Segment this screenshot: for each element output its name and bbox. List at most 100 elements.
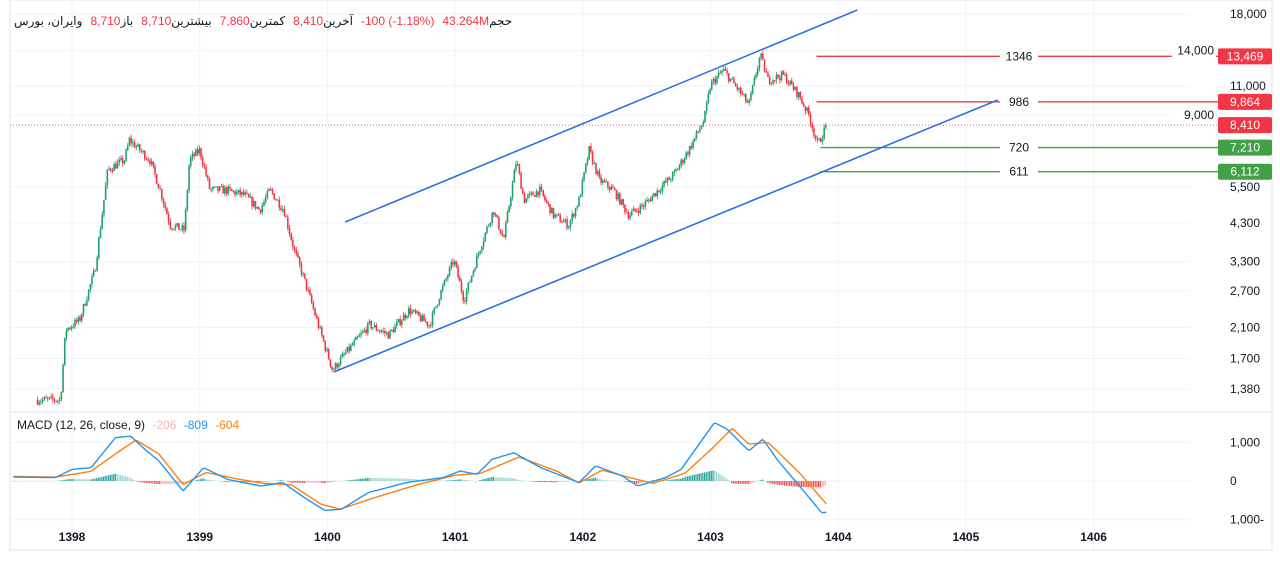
candle-body bbox=[92, 270, 95, 277]
macd-histogram-bar bbox=[540, 481, 542, 483]
price-axis[interactable]: 18,000 14,000 11,000 9,000 5,500 4,300 3,300 2,… bbox=[1172, 7, 1272, 527]
macd-histogram-bar bbox=[773, 481, 775, 485]
macd-histogram-bar bbox=[80, 479, 82, 481]
candle-body bbox=[658, 190, 660, 192]
candle-body bbox=[387, 332, 390, 339]
candle bbox=[147, 156, 149, 163]
candle bbox=[375, 322, 378, 332]
macd-histogram-bar bbox=[635, 481, 638, 484]
candle-body bbox=[249, 196, 252, 198]
candle bbox=[268, 188, 270, 192]
candle-body bbox=[636, 210, 638, 212]
trendlines[interactable] bbox=[333, 9, 999, 373]
candle-body bbox=[317, 318, 320, 328]
candle-body bbox=[372, 327, 374, 329]
candle bbox=[586, 156, 589, 166]
candle-body bbox=[215, 186, 218, 188]
candle-body bbox=[603, 180, 606, 182]
candle-body bbox=[184, 209, 187, 231]
macd-histogram-bar bbox=[392, 478, 394, 481]
candle-body bbox=[121, 158, 124, 164]
candle bbox=[462, 289, 464, 305]
candle-body bbox=[569, 220, 572, 228]
channel-trendline[interactable] bbox=[344, 9, 858, 223]
candle-body bbox=[55, 401, 58, 403]
time-axis[interactable]: 1398 1399 1400 1401 1402 1403 1404 1405 1406 bbox=[59, 530, 1108, 544]
candle bbox=[527, 193, 529, 202]
chart-frame bbox=[9, 0, 1273, 551]
y-tick-label: 1,380 bbox=[1230, 382, 1260, 396]
candle-body bbox=[210, 188, 212, 190]
macd-histogram-bar bbox=[627, 481, 629, 483]
macd-histogram-bar bbox=[695, 474, 697, 481]
level-label-bg bbox=[1000, 163, 1038, 180]
macd-histogram-bar bbox=[354, 479, 357, 481]
macd-histogram-bar bbox=[329, 481, 331, 483]
stat-label: بیشترین bbox=[171, 14, 212, 28]
candle bbox=[542, 189, 545, 198]
macd-legend[interactable]: MACD (12, 26, close, 9) -206 -809 -604 bbox=[17, 418, 243, 432]
candle bbox=[496, 214, 499, 219]
candle-body bbox=[552, 207, 555, 218]
candle bbox=[162, 197, 165, 208]
candle bbox=[467, 282, 470, 294]
candle-body bbox=[813, 128, 815, 136]
candle bbox=[343, 351, 345, 358]
candle-body bbox=[447, 275, 449, 279]
candle bbox=[363, 327, 366, 334]
candle-body bbox=[229, 186, 231, 189]
macd-histogram-bar bbox=[487, 477, 489, 481]
candle-body bbox=[74, 320, 76, 327]
candle-body bbox=[561, 222, 563, 224]
macd-histogram-bar bbox=[463, 479, 466, 481]
macd-histogram-bar bbox=[402, 478, 404, 481]
candle-body bbox=[402, 314, 405, 321]
candle-body bbox=[111, 170, 114, 172]
macd-histogram-bar bbox=[492, 476, 495, 481]
candle-body bbox=[433, 308, 436, 313]
candle bbox=[411, 308, 413, 315]
candle bbox=[544, 193, 546, 203]
candle-body bbox=[716, 76, 718, 84]
y-tick-label: 9,000 bbox=[1184, 108, 1214, 122]
macd-histogram-bar bbox=[73, 478, 76, 481]
macd-histogram-bar bbox=[455, 479, 457, 481]
candle-body bbox=[263, 201, 265, 206]
candle bbox=[613, 186, 616, 191]
macd-histogram-bar bbox=[160, 481, 162, 485]
macd-histogram-bar bbox=[552, 481, 554, 483]
candle-body bbox=[48, 397, 51, 399]
candle-body bbox=[734, 83, 737, 86]
macd-histogram-bar bbox=[671, 479, 673, 481]
candle bbox=[515, 160, 517, 173]
candle-body bbox=[632, 208, 635, 212]
candle-body bbox=[816, 138, 819, 140]
candle-body bbox=[506, 212, 509, 223]
channel-trendline[interactable] bbox=[333, 99, 999, 373]
candle bbox=[639, 203, 642, 215]
candle bbox=[760, 52, 762, 61]
macd-histogram-bar bbox=[65, 479, 67, 481]
candle-body bbox=[140, 150, 143, 152]
candle-body bbox=[183, 225, 185, 231]
candle bbox=[266, 188, 269, 200]
candle-body bbox=[709, 89, 711, 94]
candle bbox=[770, 81, 773, 86]
candle-body bbox=[602, 180, 604, 183]
macd-histogram-bar bbox=[148, 481, 151, 484]
macd-histogram-bar bbox=[82, 479, 84, 481]
candle-body bbox=[46, 398, 49, 400]
candle-body bbox=[763, 59, 766, 72]
candle-body bbox=[314, 308, 316, 316]
candle-body bbox=[584, 163, 587, 173]
macd-histogram-bar bbox=[533, 481, 535, 482]
candle-body bbox=[246, 192, 248, 194]
candle bbox=[152, 161, 155, 169]
candle-body bbox=[510, 197, 512, 207]
candle-body bbox=[717, 72, 720, 77]
candle-body bbox=[678, 165, 681, 170]
macd-histogram-bar bbox=[412, 479, 414, 481]
macd-histogram-bar bbox=[416, 479, 418, 481]
candle bbox=[189, 155, 192, 169]
